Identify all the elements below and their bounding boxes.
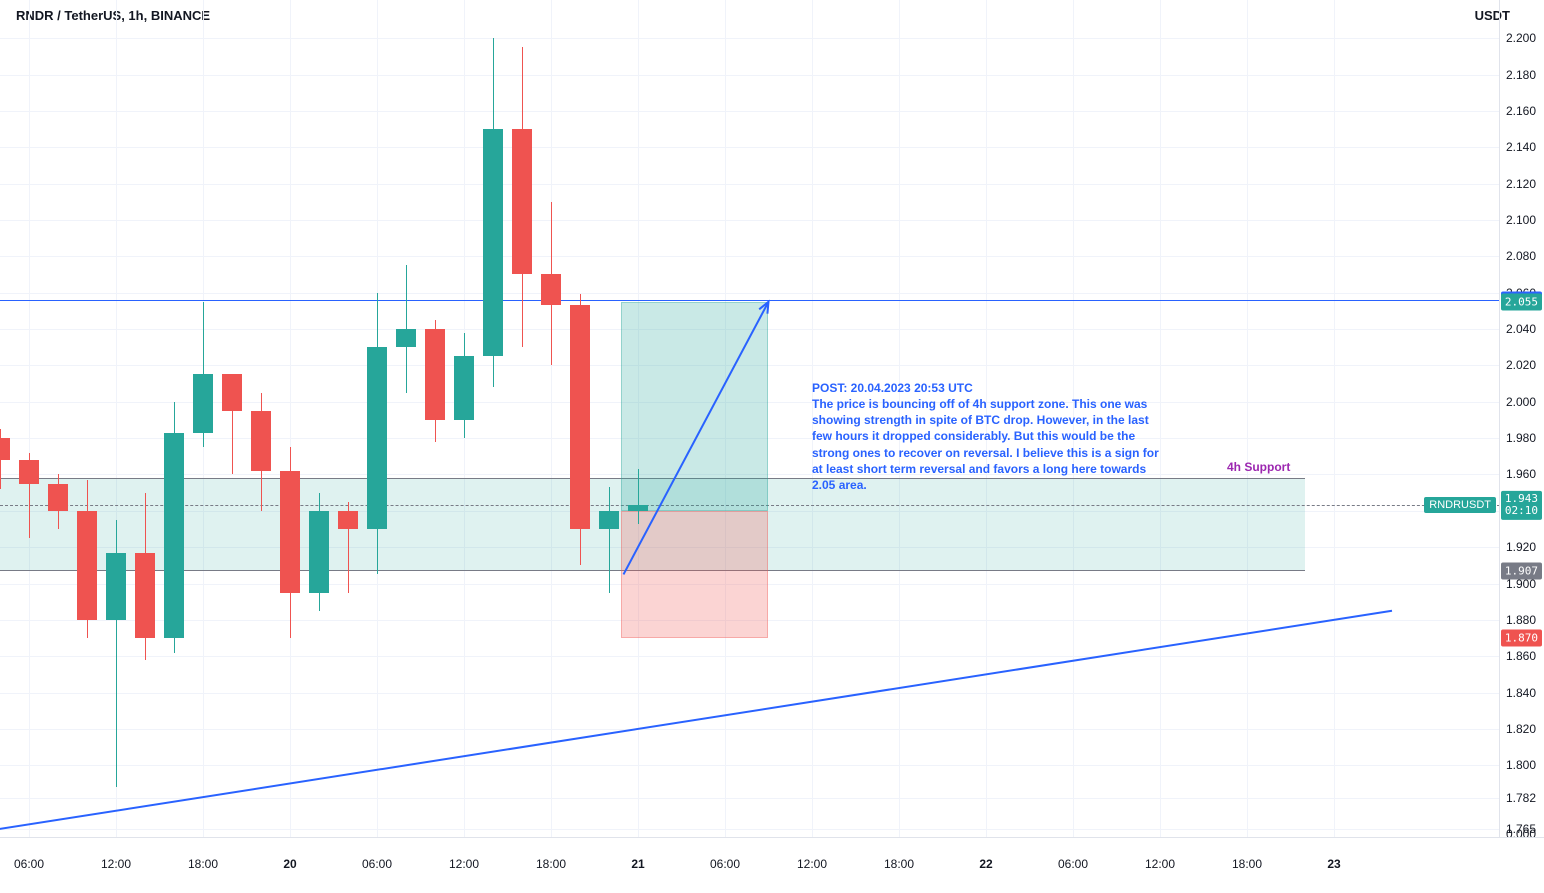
support-zone-label: 4h Support [1227, 460, 1290, 474]
x-tick-label: 12:00 [797, 857, 827, 871]
x-tick-label: 06:00 [14, 857, 44, 871]
candle-body[interactable] [628, 505, 648, 510]
candle-body[interactable] [164, 433, 184, 638]
candle-body[interactable] [77, 511, 97, 620]
candle-body[interactable] [309, 511, 329, 593]
gridline-y [0, 184, 1500, 185]
y-tick-label: 2.040 [1506, 322, 1536, 336]
gridline-y [0, 111, 1500, 112]
gridline-x [29, 0, 30, 838]
chart-container[interactable]: RNDR / TetherUS, 1h, BINANCE USDT 2.200 2.1… [0, 0, 1544, 893]
gridline-y [0, 656, 1500, 657]
candle-body[interactable] [483, 129, 503, 356]
x-tick-label: 18:00 [884, 857, 914, 871]
gridline-y [0, 256, 1500, 257]
y-tick-label: 1.980 [1506, 431, 1536, 445]
x-tick-label: 06:00 [362, 857, 392, 871]
gridline-y [0, 829, 1500, 830]
x-tick-label: 12:00 [1145, 857, 1175, 871]
x-tick-label: 12:00 [449, 857, 479, 871]
y-tick-label: 2.160 [1506, 104, 1536, 118]
y-tick-label: 2.200 [1506, 31, 1536, 45]
price-badge: 1.94302:10 [1501, 491, 1542, 519]
y-tick-label: 1.820 [1506, 722, 1536, 736]
x-tick-label: 18:00 [1232, 857, 1262, 871]
gridline-y [0, 798, 1500, 799]
y-tick-label: 1.782 [1506, 791, 1536, 805]
candle-body[interactable] [396, 329, 416, 347]
x-tick-label: 06:00 [1058, 857, 1088, 871]
gridline-x [551, 0, 552, 838]
trendline[interactable] [0, 611, 1392, 838]
x-tick-label: 18:00 [188, 857, 218, 871]
trade-target-zone[interactable] [621, 302, 769, 511]
candle-body[interactable] [338, 511, 358, 529]
candle-body[interactable] [0, 438, 10, 460]
gridline-y [0, 220, 1500, 221]
candle-body[interactable] [193, 374, 213, 432]
candle-body[interactable] [106, 553, 126, 620]
candle-body[interactable] [367, 347, 387, 529]
chart-title: RNDR / TetherUS, 1h, BINANCE [16, 8, 210, 23]
price-scale-border [1499, 0, 1500, 838]
candle-body[interactable] [251, 411, 271, 471]
y-tick-label: 2.020 [1506, 358, 1536, 372]
x-tick-label: 06:00 [710, 857, 740, 871]
gridline-x [290, 0, 291, 838]
y-tick-label: 2.180 [1506, 68, 1536, 82]
time-scale-border [0, 837, 1544, 838]
y-tick-label: 2.140 [1506, 140, 1536, 154]
x-tick-label: 12:00 [101, 857, 131, 871]
candle-wick [609, 487, 610, 592]
y-tick-label: 1.880 [1506, 613, 1536, 627]
annotation-timestamp: POST: 20.04.2023 20:53 UTC [812, 380, 1172, 396]
y-axis-unit: USDT [1475, 8, 1510, 23]
y-tick-label: 1.960 [1506, 467, 1536, 481]
annotation-text[interactable]: POST: 20.04.2023 20:53 UTCThe price is b… [812, 380, 1172, 493]
x-tick-label: 23 [1327, 857, 1340, 871]
gridline-y [0, 693, 1500, 694]
candle-body[interactable] [135, 553, 155, 638]
candle-wick [638, 469, 639, 524]
y-tick-label: 1.920 [1506, 540, 1536, 554]
price-badge: 2.055 [1501, 293, 1542, 310]
candle-body[interactable] [512, 129, 532, 274]
annotation-body: The price is bouncing off of 4h support … [812, 396, 1172, 493]
trade-stop-zone[interactable] [621, 511, 769, 638]
y-tick-label: 0.000 [1506, 827, 1536, 841]
x-tick-label: 18:00 [536, 857, 566, 871]
gridline-y [0, 38, 1500, 39]
candle-body[interactable] [222, 374, 242, 410]
gridline-y [0, 147, 1500, 148]
y-tick-label: 2.080 [1506, 249, 1536, 263]
x-tick-label: 22 [979, 857, 992, 871]
candle-body[interactable] [19, 460, 39, 484]
price-badge: 1.907 [1501, 562, 1542, 579]
x-tick-label: 20 [283, 857, 296, 871]
x-tick-label: 21 [631, 857, 644, 871]
y-tick-label: 2.100 [1506, 213, 1536, 227]
y-tick-label: 1.800 [1506, 758, 1536, 772]
y-tick-label: 1.840 [1506, 686, 1536, 700]
price-badge: 1.870 [1501, 630, 1542, 647]
y-tick-label: 1.860 [1506, 649, 1536, 663]
gridline-x [1334, 0, 1335, 838]
gridline-y [0, 75, 1500, 76]
gridline-x [1247, 0, 1248, 838]
candle-body[interactable] [599, 511, 619, 529]
candle-body[interactable] [454, 356, 474, 420]
candle-body[interactable] [541, 274, 561, 305]
y-tick-label: 2.000 [1506, 395, 1536, 409]
candle-body[interactable] [48, 484, 68, 511]
gridline-y [0, 765, 1500, 766]
candle-body[interactable] [425, 329, 445, 420]
symbol-badge: RNDRUSDT [1424, 497, 1496, 513]
candle-body[interactable] [570, 305, 590, 529]
y-tick-label: 2.120 [1506, 177, 1536, 191]
gridline-y [0, 729, 1500, 730]
gridline-y [0, 293, 1500, 294]
candle-body[interactable] [280, 471, 300, 593]
